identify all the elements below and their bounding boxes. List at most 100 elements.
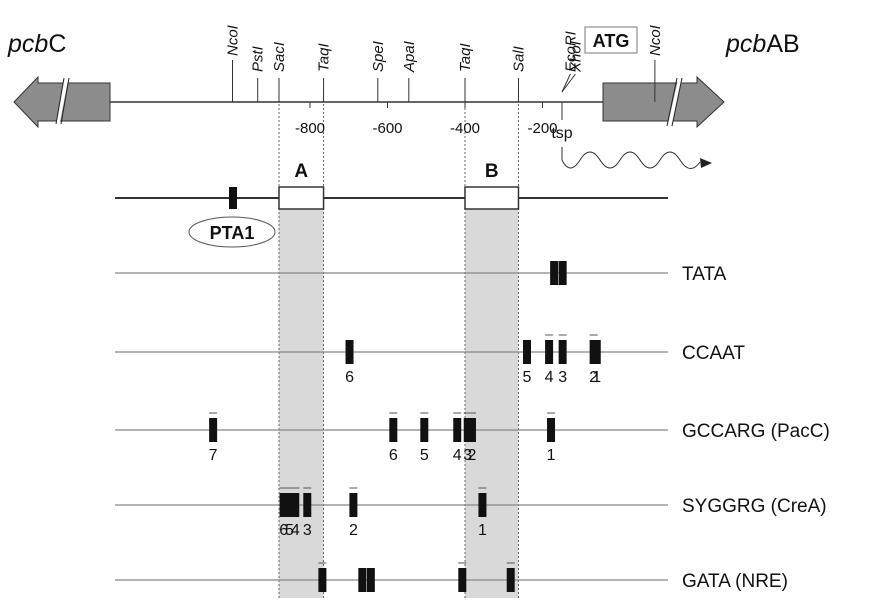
site-mark-syggrg-crea-2 xyxy=(291,493,300,517)
site-mark-gata-nre-1 xyxy=(358,568,367,592)
site-mark-syggrg-crea-4 xyxy=(349,493,358,517)
track-gccarg-pacc: GCCARG (PacC) 7 6 5 4 32 1 xyxy=(115,412,830,464)
site-label-taqi-6: TaqI xyxy=(457,43,474,72)
scale-tick-label-0: -800 xyxy=(295,120,325,137)
site-mark-gccarg-pacc-2 xyxy=(420,418,429,442)
region-b-box xyxy=(464,186,520,210)
site-number-syggrg-crea-4: 2 xyxy=(349,522,358,539)
site-label-spei-4: SpeI xyxy=(370,41,387,72)
site-mark-tata-0 xyxy=(550,261,559,285)
scale-tick-label-2: -400 xyxy=(450,120,480,137)
site-mark-gccarg-pacc-5 xyxy=(467,418,476,442)
site-mark-tata-1 xyxy=(558,261,567,285)
site-number-ccaat-1: 5 xyxy=(523,369,532,386)
site-mark-gccarg-pacc-1 xyxy=(389,418,398,442)
pcbc-break-line-2 xyxy=(60,77,70,125)
region-b-shading xyxy=(465,198,519,598)
dotted-guide-lines xyxy=(278,88,519,598)
site-label-saci-2: SacI xyxy=(271,42,288,72)
site-number-gccarg-pacc-5: 2 xyxy=(468,447,477,464)
track-label-syggrg-crea: SYGGRG (CreA) xyxy=(682,496,827,517)
site-mark-gccarg-pacc-4 xyxy=(463,418,472,442)
region-b-label: B xyxy=(485,161,499,182)
site-mark-gata-nre-4 xyxy=(506,568,515,592)
tsp-label: tsp xyxy=(551,125,572,142)
site-mark-gata-nre-0 xyxy=(318,568,327,592)
site-leader-ecori-8 xyxy=(561,73,571,93)
site-label-apai-5: ApaI xyxy=(401,41,418,73)
track-gata-nre: GATA (NRE) xyxy=(115,562,788,592)
site-mark-ccaat-5 xyxy=(592,340,601,364)
site-label-sali-7: SalI xyxy=(510,46,527,72)
site-mark-ccaat-1 xyxy=(523,340,531,364)
pcbc-suffix: C xyxy=(48,30,66,58)
site-number-syggrg-crea-0: 6 xyxy=(279,522,288,539)
pcbab-prefix: pcb xyxy=(725,30,766,58)
site-number-gccarg-pacc-2: 5 xyxy=(420,447,429,464)
site-number-syggrg-crea-5: 1 xyxy=(478,522,487,539)
site-mark-gccarg-pacc-0 xyxy=(209,418,218,442)
pcbc-prefix: pcb xyxy=(7,30,48,58)
track-ccaat: CCAAT 6 5 4 3 21 xyxy=(115,334,745,386)
track-label-gata-nre: GATA (NRE) xyxy=(682,571,788,592)
promoter-fragment: A B PTA1 xyxy=(115,161,668,248)
pta1-ellipse xyxy=(188,216,276,248)
site-number-gccarg-pacc-3: 4 xyxy=(453,447,462,464)
site-leader-xhoi-9 xyxy=(561,73,576,93)
site-number-ccaat-0: 6 xyxy=(345,369,354,386)
track-tata: TATA xyxy=(115,261,727,285)
site-number-ccaat-3: 3 xyxy=(558,369,567,386)
atg-label: ATG xyxy=(593,31,630,51)
pcbab-break-mark xyxy=(668,79,682,125)
track-syggrg-crea: SYGGRG (CreA) 654 3 2 1 xyxy=(115,487,827,539)
region-a-box xyxy=(278,186,325,210)
pcbab-gene-label: pcbAB xyxy=(725,30,800,58)
site-label-psti-1: PstI xyxy=(250,46,267,72)
track-label-gccarg-pacc: GCCARG (PacC) xyxy=(682,421,830,442)
scale-tick-label-3: -200 xyxy=(527,120,557,137)
site-mark-syggrg-crea-5 xyxy=(478,493,487,517)
site-number-gccarg-pacc-1: 6 xyxy=(389,447,398,464)
pcbab-gene-arrow xyxy=(602,75,725,129)
region-a-label: A xyxy=(294,161,308,182)
site-label-xhoi-9: XhoI xyxy=(567,41,584,73)
site-mark-gata-nre-3 xyxy=(458,568,467,592)
site-label-ncoi-10: NcoI xyxy=(647,25,664,56)
site-label-ncoi-0: NcoI xyxy=(225,25,242,56)
site-mark-syggrg-crea-3 xyxy=(303,493,312,517)
pcbc-gene-label: pcbC xyxy=(7,30,66,58)
site-number-ccaat-2: 4 xyxy=(545,369,554,386)
scale-ticks: -800 -600 -400 -200 xyxy=(295,102,558,137)
site-mark-gata-nre-2 xyxy=(366,568,375,592)
site-number-gccarg-pacc-0: 7 xyxy=(209,447,218,464)
site-mark-gccarg-pacc-3 xyxy=(453,418,462,442)
pta1-site-marker xyxy=(229,187,237,209)
site-label-ecori-8: EcoRI xyxy=(562,31,579,72)
site-number-ccaat-5: 1 xyxy=(592,369,601,386)
atg-box xyxy=(584,26,638,54)
pcbc-break-mark xyxy=(56,79,68,123)
pcbab-suffix: AB xyxy=(766,30,799,58)
track-label-tata: TATA xyxy=(682,264,727,285)
site-number-gccarg-pacc-6: 1 xyxy=(547,447,556,464)
site-mark-syggrg-crea-1 xyxy=(285,493,294,517)
site-mark-gccarg-pacc-6 xyxy=(547,418,556,442)
site-mark-syggrg-crea-0 xyxy=(279,493,288,517)
region-a-shading xyxy=(279,198,324,598)
pcbab-break-line-1 xyxy=(666,77,678,127)
site-number-syggrg-crea-3: 3 xyxy=(303,522,312,539)
site-mark-ccaat-2 xyxy=(545,340,554,364)
transcript-wave-arrow xyxy=(561,147,701,169)
scale-tick-label-1: -600 xyxy=(372,120,402,137)
pcbab-break-line-2 xyxy=(671,77,683,127)
site-number-gccarg-pacc-4: 3 xyxy=(463,447,472,464)
site-label-taqi-3: TaqI xyxy=(316,43,333,72)
site-number-syggrg-crea-1: 5 xyxy=(285,522,294,539)
pcbc-break-line-1 xyxy=(55,77,65,125)
transcript-arrowhead-icon xyxy=(700,158,712,168)
pta1-label: PTA1 xyxy=(210,223,255,243)
site-mark-ccaat-3 xyxy=(558,340,567,364)
